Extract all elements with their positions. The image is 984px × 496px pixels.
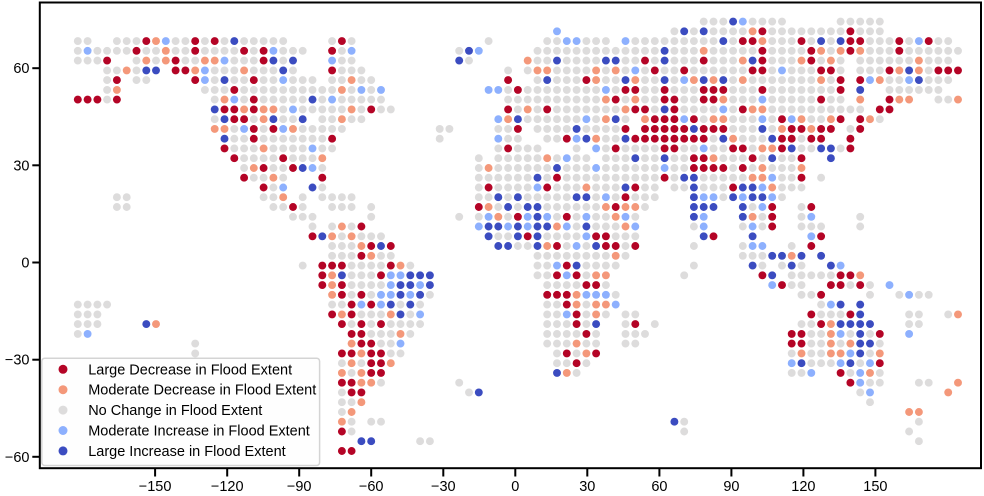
- svg-text:30: 30: [13, 158, 29, 174]
- svg-text:30: 30: [579, 479, 595, 495]
- svg-text:Moderate Increase in Flood Ext: Moderate Increase in Flood Extent: [88, 424, 310, 440]
- svg-text:Moderate Decrease in Flood Ext: Moderate Decrease in Flood Extent: [88, 383, 316, 399]
- svg-text:−30: −30: [431, 479, 456, 495]
- svg-text:120: 120: [791, 479, 815, 495]
- svg-text:Large Increase in Flood Extent: Large Increase in Flood Extent: [88, 444, 285, 460]
- svg-text:60: 60: [651, 479, 667, 495]
- svg-text:60: 60: [13, 61, 29, 77]
- svg-text:150: 150: [863, 479, 887, 495]
- svg-text:No Change in Flood Extent: No Change in Flood Extent: [88, 403, 262, 419]
- svg-text:−60: −60: [359, 479, 384, 495]
- svg-text:−90: −90: [287, 479, 312, 495]
- svg-text:−150: −150: [139, 479, 172, 495]
- svg-text:−60: −60: [5, 450, 30, 466]
- svg-text:−30: −30: [5, 353, 30, 369]
- svg-text:0: 0: [21, 256, 29, 272]
- svg-text:−120: −120: [211, 479, 244, 495]
- svg-text:90: 90: [723, 479, 739, 495]
- svg-text:0: 0: [511, 479, 519, 495]
- svg-text:Large Decrease in Flood Extent: Large Decrease in Flood Extent: [88, 362, 292, 378]
